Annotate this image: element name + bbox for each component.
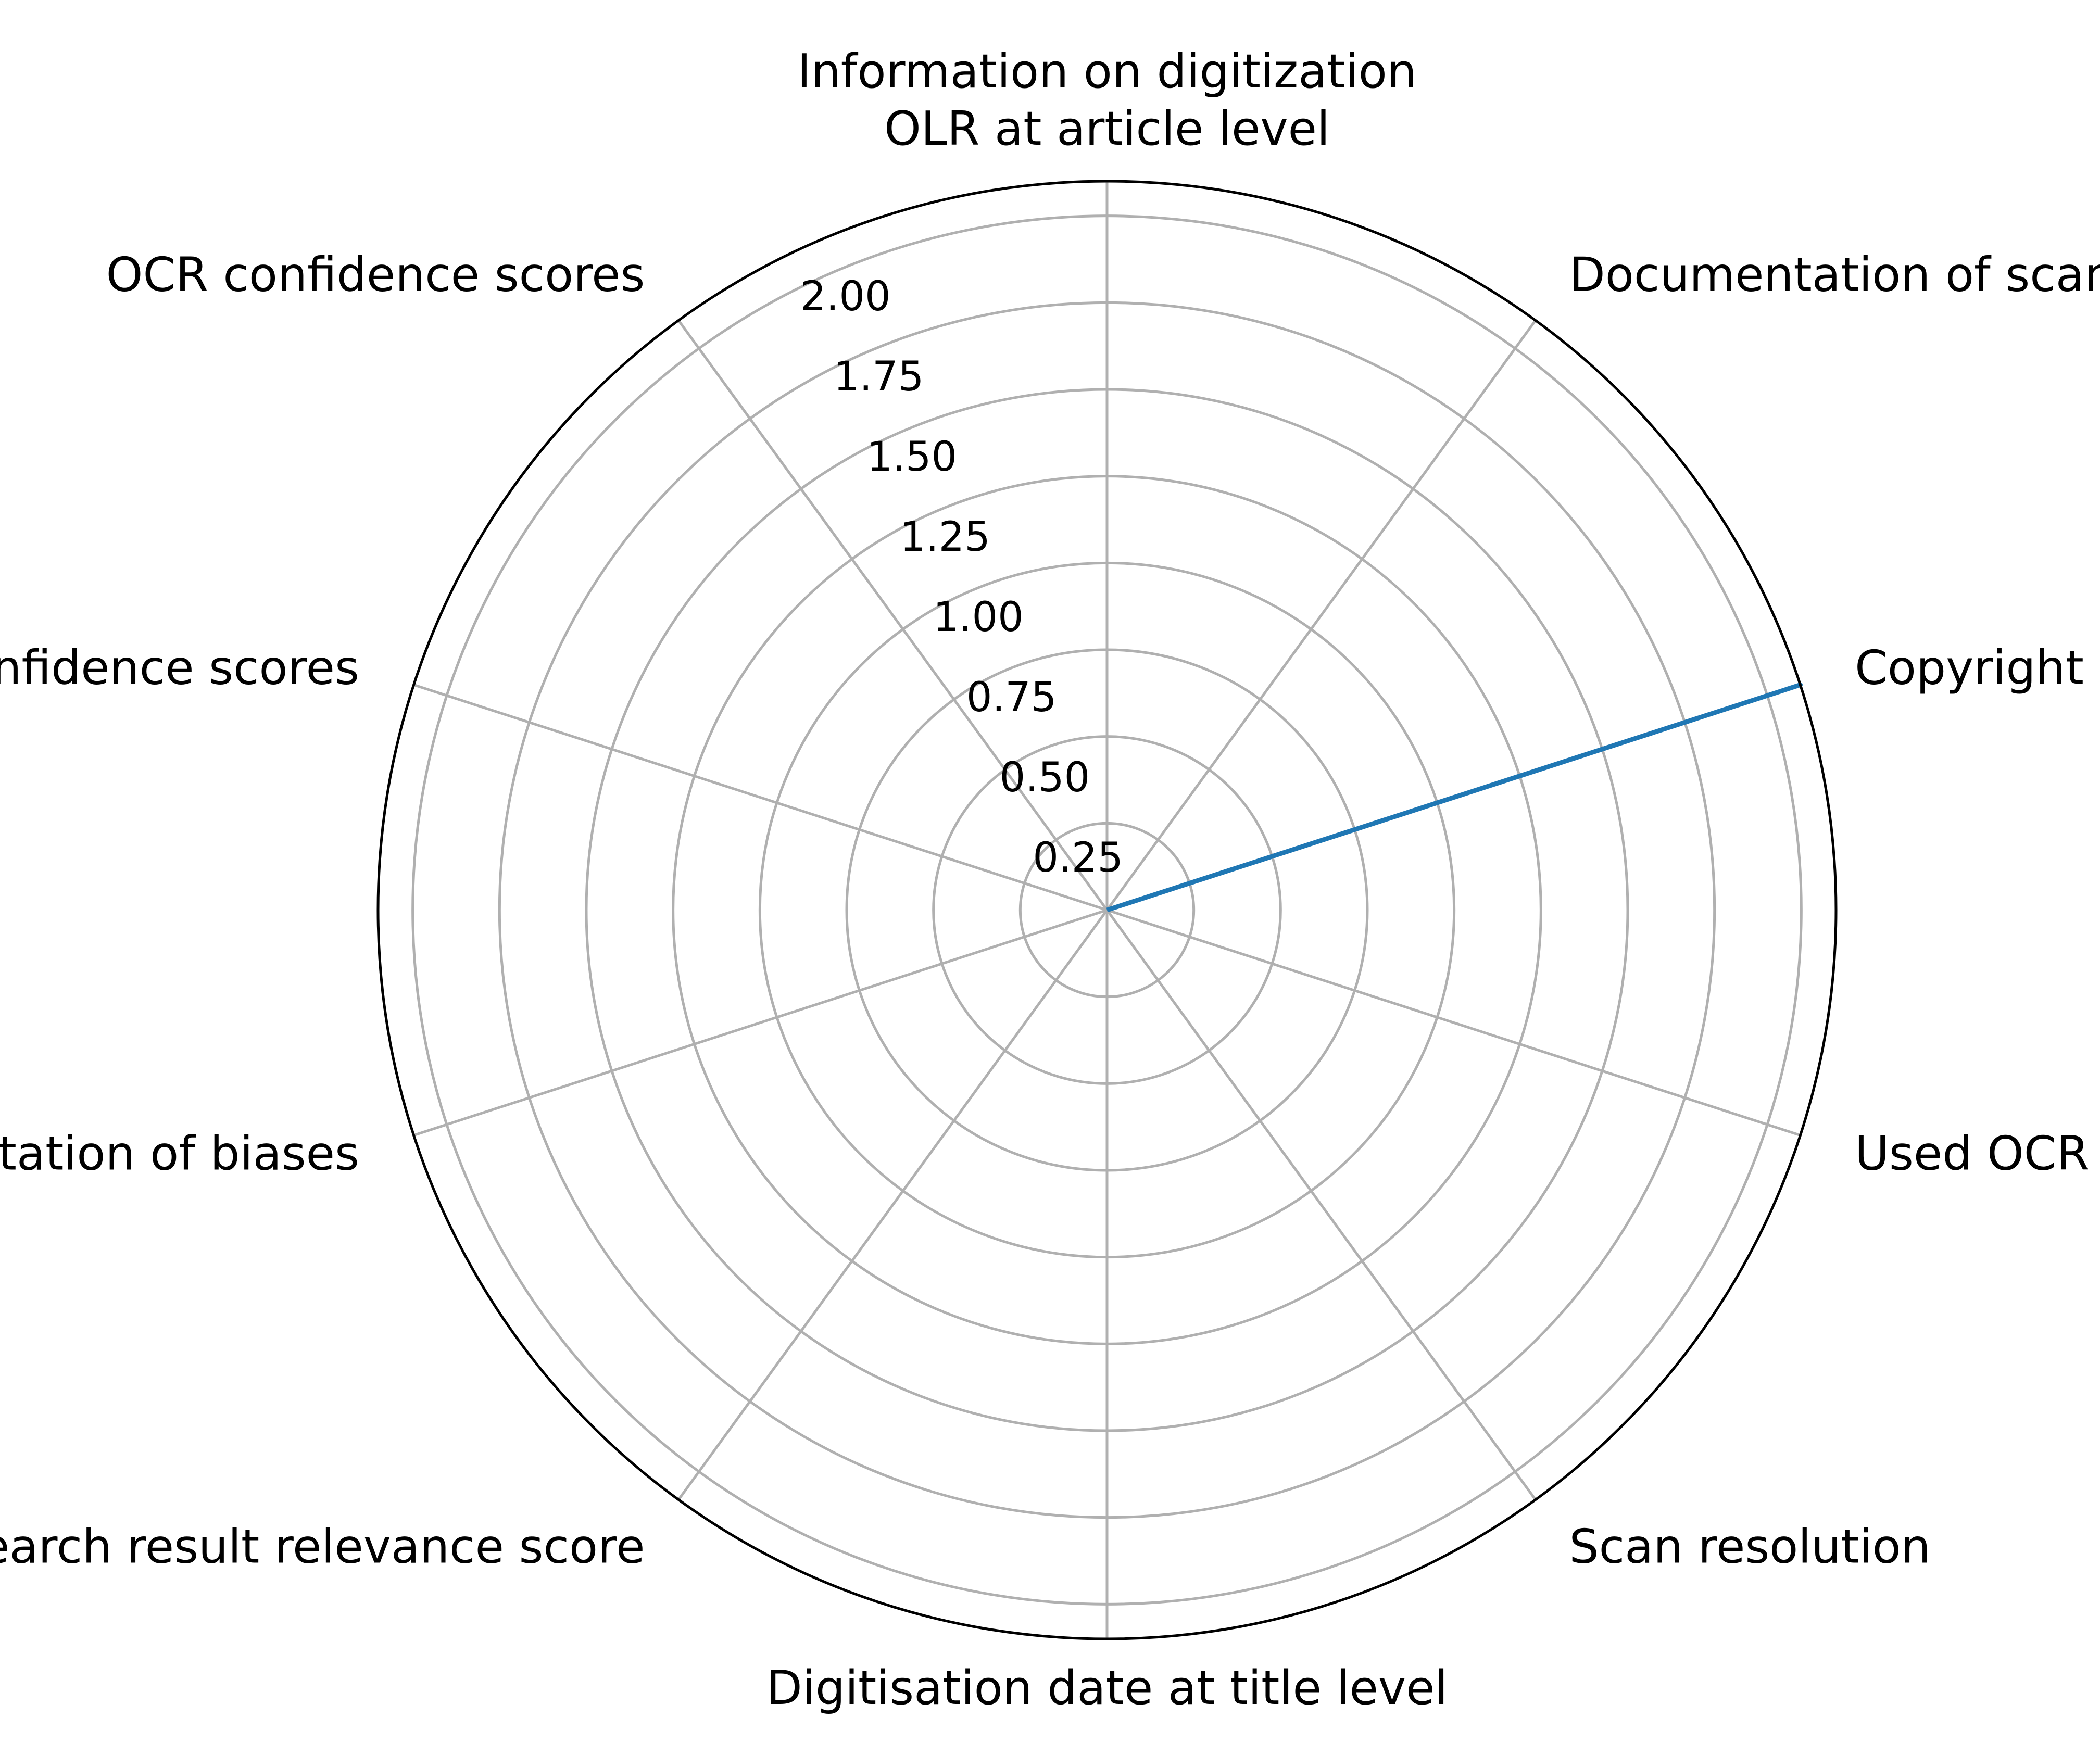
tick-label-0.75: 0.75 bbox=[966, 674, 1057, 721]
polar-frame bbox=[376, 180, 1838, 1640]
category-label-6: Search result relevance score bbox=[0, 1520, 645, 1574]
radial-tick-labels: 0.25 0.50 0.75 1.00 1.25 1.50 1.75 2.00 bbox=[800, 273, 1123, 881]
category-label-0: Information on digitization OLR at articl… bbox=[797, 44, 1417, 156]
grid-spoke-8 bbox=[413, 683, 1108, 912]
category-label-3: Used OCR tools bbox=[1855, 1127, 2100, 1181]
category-label-9: OCR confidence scores bbox=[106, 247, 645, 302]
tick-label-1.00: 1.00 bbox=[933, 594, 1024, 641]
category-label-7: Documentation of biases bbox=[0, 1127, 359, 1181]
grid-spoke-6 bbox=[677, 909, 1109, 1501]
tick-label-2.00: 2.00 bbox=[800, 273, 891, 320]
tick-label-1.50: 1.50 bbox=[866, 434, 957, 481]
grid-spoke-7 bbox=[413, 908, 1108, 1137]
grid-spoke-4 bbox=[1105, 909, 1537, 1501]
grid-spoke-3 bbox=[1106, 908, 1801, 1137]
grid-spoke-9 bbox=[677, 319, 1109, 911]
tick-label-1.75: 1.75 bbox=[834, 353, 924, 400]
category-label-2: Copyright notice bbox=[1855, 640, 2100, 695]
category-labels: Information on digitization OLR at articl… bbox=[0, 44, 2100, 1715]
tick-label-1.25: 1.25 bbox=[900, 514, 990, 561]
tick-label-0.50: 0.50 bbox=[1000, 754, 1090, 801]
category-label-5: Digitisation date at title level bbox=[766, 1661, 1448, 1715]
tick-label-0.25: 0.25 bbox=[1033, 835, 1123, 881]
grid-spoke-1 bbox=[1105, 319, 1537, 911]
radar-frame bbox=[376, 180, 1838, 1640]
category-label-1: Documentation of scan methods bbox=[1569, 247, 2100, 302]
category-label-8: OLR confidence scores bbox=[0, 640, 359, 695]
category-label-4: Scan resolution bbox=[1569, 1520, 1931, 1574]
